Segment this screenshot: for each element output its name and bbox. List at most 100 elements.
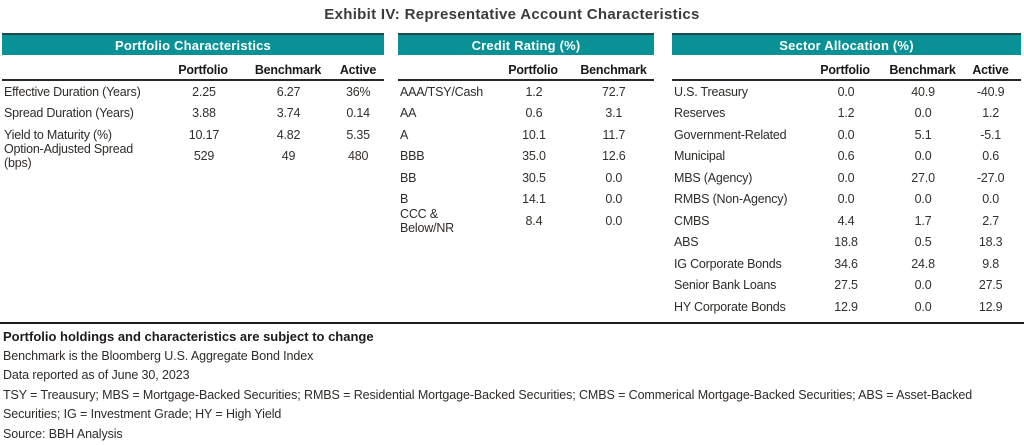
row-label: Municipal xyxy=(674,149,726,164)
row-label: BBB xyxy=(400,149,425,164)
column-header-row: Portfolio Benchmark Active xyxy=(2,58,384,81)
table-header-band: Portfolio Characteristics xyxy=(2,33,384,55)
footnote-line: Benchmark is the Bloomberg U.S. Aggregat… xyxy=(3,348,314,363)
sector-allocation-table: Sector Allocation (%) Portfolio Benchmark… xyxy=(672,33,1021,318)
row-label-column-header xyxy=(398,77,493,79)
cell-value: 0.0 xyxy=(605,192,623,207)
cell-value: 4.82 xyxy=(276,127,301,142)
cell-value: 2.25 xyxy=(192,84,216,99)
cell-value: 3.74 xyxy=(276,106,301,121)
table-row: HY Corporate Bonds 12.9 0.0 12.9 xyxy=(672,296,1021,318)
table-row: AA 0.6 3.1 xyxy=(398,103,654,125)
cell-value: 36% xyxy=(345,84,371,99)
cell-value: 0.14 xyxy=(346,106,370,121)
row-label: AA xyxy=(400,106,417,121)
row-label-column-header xyxy=(672,77,805,79)
table-row: Spread Duration (Years) 3.88 3.74 0.14 xyxy=(2,103,384,125)
cell-value: 2.7 xyxy=(982,213,1000,228)
table-row: MBS (Agency) 0.0 27.0 -27.0 xyxy=(672,167,1021,189)
cell-value: 27.5 xyxy=(978,278,1003,293)
row-label: ABS xyxy=(674,235,699,250)
table-row: IG Corporate Bonds 34.6 24.8 9.8 xyxy=(672,253,1021,275)
column-header-row: Portfolio Benchmark Active xyxy=(672,58,1021,81)
cell-value: 6.27 xyxy=(276,84,301,99)
table-row: BB 30.5 0.0 xyxy=(398,167,654,189)
column-header: Active xyxy=(339,63,377,77)
row-label: U.S. Treasury xyxy=(674,84,748,99)
cell-value: 14.1 xyxy=(522,192,546,207)
row-label: Senior Bank Loans xyxy=(674,278,777,293)
cell-value: 0.0 xyxy=(837,84,855,99)
table-row: Effective Duration (Years) 2.25 6.27 36% xyxy=(2,81,384,103)
table-row: Municipal 0.6 0.0 0.6 xyxy=(672,146,1021,168)
column-header: Active xyxy=(972,63,1009,77)
cell-value: 0.0 xyxy=(914,106,932,121)
cell-value: 0.0 xyxy=(982,192,1000,207)
column-header-row: Portfolio Benchmark xyxy=(398,58,654,81)
row-label: AAA/TSY/Cash xyxy=(400,84,484,99)
cell-value: 1.7 xyxy=(914,213,932,228)
column-header: Portfolio xyxy=(508,63,558,77)
footnote-bold: Portfolio holdings and characteristics a… xyxy=(3,329,374,344)
cell-value: 8.4 xyxy=(525,213,543,228)
cell-value: 12.6 xyxy=(602,149,626,164)
row-label: CCC & Below/NR xyxy=(400,206,454,235)
column-header: Benchmark xyxy=(889,63,956,77)
cell-value: 1.2 xyxy=(525,84,543,99)
cell-value: 35.0 xyxy=(522,149,546,164)
column-header: Benchmark xyxy=(580,63,647,77)
portfolio-characteristics-table: Portfolio Characteristics Portfolio Bench… xyxy=(2,33,384,170)
column-header: Portfolio xyxy=(820,63,870,77)
cell-value: 12.9 xyxy=(978,299,1003,314)
cell-value: 0.6 xyxy=(837,149,855,164)
cell-value: 24.8 xyxy=(911,256,935,271)
table-row: A 10.1 11.7 xyxy=(398,124,654,146)
cell-value: 12.9 xyxy=(834,299,858,314)
row-label: Option-Adjusted Spread (bps) xyxy=(4,142,134,171)
table-header-band: Sector Allocation (%) xyxy=(672,33,1021,55)
footnote-line: Source: BBH Analysis xyxy=(3,426,123,441)
table-row: CCC & Below/NR 8.4 0.0 xyxy=(398,206,654,235)
row-label: HY Corporate Bonds xyxy=(674,299,786,314)
cell-value: 0.0 xyxy=(837,127,855,142)
cell-value: 18.3 xyxy=(978,235,1003,250)
footnote-line: Securities; IG = Investment Grade; HY = … xyxy=(3,407,282,421)
cell-value: 480 xyxy=(348,149,369,164)
cell-value: 4.4 xyxy=(837,213,855,228)
cell-value: 0.0 xyxy=(605,170,623,185)
cell-value: 0.0 xyxy=(914,278,932,293)
table-row: Option-Adjusted Spread (bps) 529 49 480 xyxy=(2,142,384,170)
table-row: Reserves 1.2 0.0 1.2 xyxy=(672,103,1021,125)
cell-value: 1.2 xyxy=(837,106,855,121)
table-row: CMBS 4.4 1.7 2.7 xyxy=(672,210,1021,232)
cell-value: 40.9 xyxy=(911,84,935,99)
row-label: B xyxy=(400,192,409,207)
row-label: IG Corporate Bonds xyxy=(674,256,782,271)
cell-value: 5.1 xyxy=(914,127,932,142)
table-header-label: Sector Allocation (%) xyxy=(779,37,914,53)
column-header: Portfolio xyxy=(178,63,228,77)
row-label: BB xyxy=(400,170,417,185)
row-label: RMBS (Non-Agency) xyxy=(674,192,788,207)
cell-value: 10.17 xyxy=(188,127,220,142)
row-label: Reserves xyxy=(674,106,726,121)
table-row: B 14.1 0.0 xyxy=(398,189,654,211)
cell-value: 1.2 xyxy=(982,106,1000,121)
row-label: A xyxy=(400,127,409,142)
table-body: AAA/TSY/Cash 1.2 72.7 AA 0.6 3.1 A 10.1 11.7 BBB 3… xyxy=(398,81,654,235)
credit-rating-table: Credit Rating (%) Portfolio Benchmark AAA… xyxy=(398,33,654,235)
table-header-band: Credit Rating (%) xyxy=(398,33,654,55)
cell-value: 27.5 xyxy=(834,278,858,293)
column-header: Benchmark xyxy=(254,63,322,77)
cell-value: 49 xyxy=(281,149,296,164)
cell-value: 27.0 xyxy=(911,170,935,185)
cell-value: 30.5 xyxy=(522,170,546,185)
table-row: Yield to Maturity (%) 10.17 4.82 5.35 xyxy=(2,124,384,146)
cell-value: -27.0 xyxy=(976,170,1005,185)
row-label: CMBS xyxy=(674,213,710,228)
cell-value: -40.9 xyxy=(976,84,1005,99)
row-label: Effective Duration (Years) xyxy=(4,84,141,99)
cell-value: 0.0 xyxy=(837,192,855,207)
cell-value: 0.0 xyxy=(837,170,855,185)
